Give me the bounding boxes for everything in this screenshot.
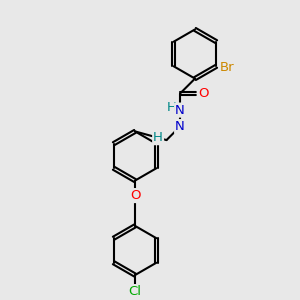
Text: H: H [167,101,176,114]
Text: Br: Br [220,61,234,74]
Text: N: N [175,103,185,117]
Text: H: H [153,131,163,144]
Text: Cl: Cl [128,285,142,298]
Text: O: O [198,87,208,100]
Text: O: O [130,189,140,202]
Text: N: N [175,120,185,133]
